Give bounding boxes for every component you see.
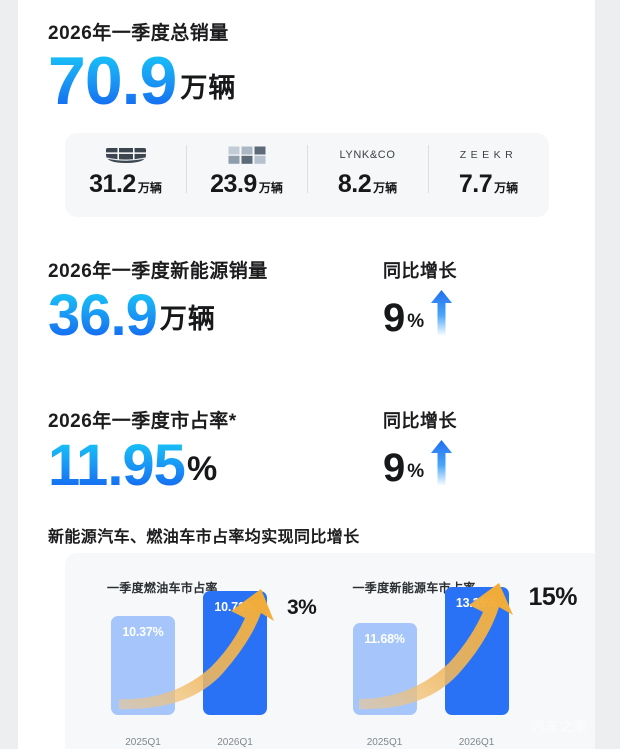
chart-delta-label: 3% bbox=[287, 596, 317, 619]
brand-breakdown-card: 31.2 万辆 23.9 万辆 LYNK bbox=[65, 133, 549, 217]
poster-page: 2026年一季度总销量 70.9 万辆 31.2 万辆 bbox=[18, 0, 595, 749]
fuel-vehicle-share-chart: 一季度燃油车市占率 10.37% 10.71% bbox=[65, 553, 331, 749]
market-share-value: 11.95 bbox=[48, 433, 186, 498]
zeekr-wordmark-icon: ZEEKR bbox=[460, 143, 518, 167]
market-share-growth-value: 9 bbox=[383, 446, 406, 490]
chart-section-heading: 新能源汽车、燃油车市占率均实现同比增长 bbox=[48, 529, 360, 546]
chart-title: 一季度燃油车市占率 bbox=[107, 581, 218, 595]
new-energy-sales-block: 2026年一季度新能源销量 36.9 万辆 bbox=[48, 261, 268, 348]
chart-delta-label: 15% bbox=[528, 583, 578, 611]
total-sales-unit: 万辆 bbox=[180, 72, 237, 103]
new-energy-unit: 万辆 bbox=[159, 304, 216, 335]
brand-unit: 万辆 bbox=[494, 181, 519, 195]
bar-label: 11.68% bbox=[364, 632, 405, 646]
up-arrow-icon bbox=[431, 290, 453, 336]
bar-label: 10.37% bbox=[122, 625, 164, 639]
market-share-charts-card: 一季度燃油车市占率 10.37% 10.71% bbox=[65, 553, 595, 749]
new-energy-title: 2026年一季度新能源销量 bbox=[48, 261, 268, 282]
x-label: 2026Q1 bbox=[217, 737, 253, 748]
market-share-growth-block: 同比增长 9 % bbox=[383, 411, 457, 490]
brand-value: 8.2 bbox=[337, 170, 372, 198]
total-sales-value: 70.9 bbox=[48, 43, 177, 119]
brand-value: 31.2 bbox=[89, 170, 136, 198]
x-label: 2025Q1 bbox=[125, 737, 161, 748]
new-energy-growth-value: 9 bbox=[383, 296, 406, 340]
lynkco-wordmark-icon: LYNK&CO bbox=[340, 143, 396, 167]
zeekr-wordmark-text: ZEEKR bbox=[459, 149, 518, 161]
brand-unit: 万辆 bbox=[373, 181, 398, 195]
market-share-block: 2026年一季度市占率* 11.95 % bbox=[48, 411, 237, 498]
total-sales-block: 2026年一季度总销量 70.9 万辆 bbox=[48, 23, 237, 119]
new-energy-growth-block: 同比增长 9 % bbox=[383, 261, 457, 340]
market-share-growth-pct: % bbox=[407, 461, 425, 482]
bar-label: 13.39% bbox=[455, 596, 498, 610]
brand-cell-geely: 31.2 万辆 bbox=[65, 143, 186, 207]
market-share-title: 2026年一季度市占率* bbox=[48, 411, 237, 432]
lynkco-wordmark-text: LYNK&CO bbox=[339, 149, 396, 161]
x-label: 2025Q1 bbox=[366, 737, 403, 748]
watermark: 汽车之家 bbox=[531, 719, 588, 734]
market-share-growth-label: 同比增长 bbox=[383, 411, 457, 431]
up-arrow-icon bbox=[431, 440, 453, 486]
geely-emblem-icon bbox=[105, 143, 147, 167]
brand-unit: 万辆 bbox=[258, 181, 283, 195]
brand-value: 7.7 bbox=[458, 170, 493, 198]
bar-2026q1: 13.39% bbox=[444, 587, 509, 715]
x-label: 2026Q1 bbox=[458, 737, 495, 748]
total-sales-title: 2026年一季度总销量 bbox=[48, 23, 229, 44]
new-energy-growth-pct: % bbox=[407, 311, 425, 332]
bar-2025q1: 11.68% bbox=[352, 623, 417, 715]
market-share-unit: % bbox=[186, 450, 218, 489]
brand-unit: 万辆 bbox=[137, 181, 162, 195]
bar-2026q1: 10.71% bbox=[203, 591, 267, 715]
brand-cell-galaxy: 23.9 万辆 bbox=[186, 143, 307, 207]
bar-label: 10.71% bbox=[214, 600, 256, 614]
galaxy-grid-icon bbox=[228, 143, 266, 167]
new-energy-value: 36.9 bbox=[48, 283, 158, 348]
brand-value: 23.9 bbox=[210, 170, 257, 198]
new-energy-growth-label: 同比增长 bbox=[383, 261, 457, 281]
bar-2025q1: 10.37% bbox=[111, 616, 175, 715]
brand-cell-lynkco: LYNK&CO 8.2 万辆 bbox=[307, 143, 428, 207]
brand-cell-zeekr: ZEEKR 7.7 万辆 bbox=[428, 143, 549, 207]
